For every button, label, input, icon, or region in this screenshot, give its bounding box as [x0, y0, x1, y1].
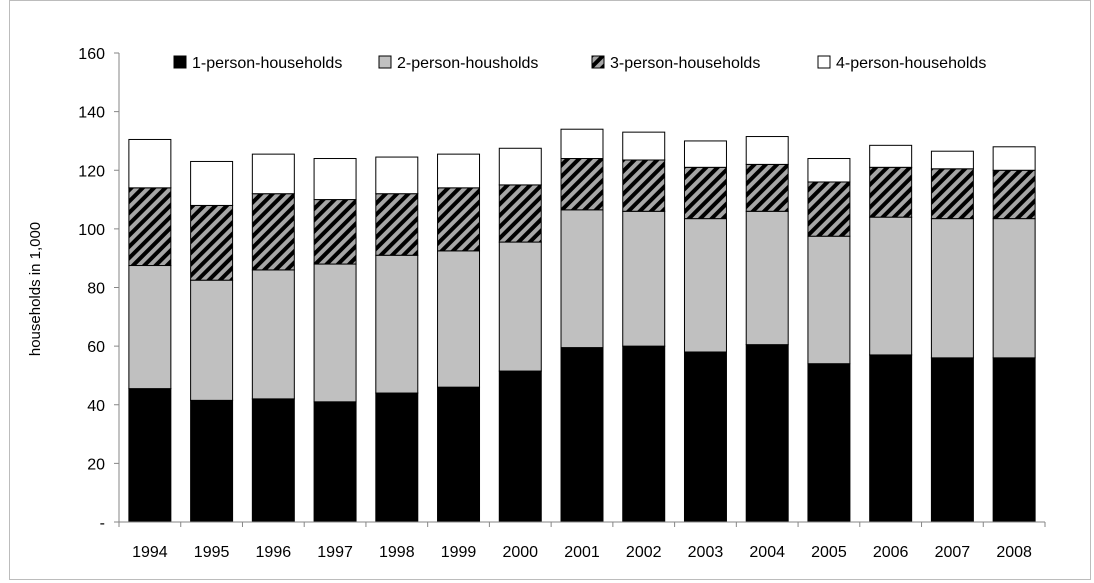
bar-3-person-households-2004	[745, 163, 789, 212]
bar-1-person-households-1997	[313, 401, 357, 523]
bar-3-person-households-1997	[313, 199, 357, 265]
y-tick-label-160: 160	[78, 46, 105, 63]
bar-1-person-households-2001	[560, 347, 604, 523]
bar-4-person-households-2005	[807, 158, 851, 183]
bar-4-person-households-2002	[622, 131, 666, 161]
bar-2-person-housholds-2005	[807, 235, 851, 365]
legend-swatch-4-person-households	[817, 55, 831, 69]
x-tick-label-1996: 1996	[256, 544, 292, 561]
bar-1-person-households-2005	[807, 363, 851, 523]
bar-4-person-households-2008	[992, 146, 1036, 171]
bar-1-person-households-1999	[437, 386, 481, 523]
bar-2-person-housholds-2002	[622, 210, 666, 347]
bar-3-person-households-2007	[930, 168, 974, 220]
bar-2-person-housholds-2008	[992, 218, 1036, 359]
bar-4-person-households-2004	[745, 136, 789, 165]
bar-3-person-households-2002	[622, 159, 666, 212]
bar-2-person-housholds-1996	[251, 269, 295, 400]
y-axis-title: households in 1,000	[27, 222, 44, 356]
bar-2-person-housholds-1995	[190, 279, 234, 401]
bar-4-person-households-2003	[683, 140, 727, 168]
legend-label-1-person-households: 1-person-households	[192, 55, 342, 72]
x-tick-label-2006: 2006	[873, 544, 909, 561]
bar-3-person-households-2003	[683, 166, 727, 220]
x-tick-label-2008: 2008	[996, 544, 1032, 561]
x-tick-label-2001: 2001	[564, 544, 600, 561]
bar-2-person-housholds-1999	[437, 250, 481, 388]
bar-4-person-households-2001	[560, 128, 604, 160]
y-tick-label-80: 80	[87, 281, 105, 298]
bar-1-person-households-1996	[251, 398, 295, 523]
y-tick-label-20: 20	[87, 456, 105, 473]
bar-2-person-housholds-2007	[930, 218, 974, 359]
legend-swatch-1-person-households	[173, 55, 187, 69]
bar-3-person-households-2008	[992, 169, 1036, 220]
y-tick-label-100: 100	[78, 222, 105, 239]
bar-4-person-households-2000	[498, 147, 542, 186]
bar-3-person-households-2001	[560, 158, 604, 211]
bar-3-person-households-2006	[869, 166, 913, 218]
bar-2-person-housholds-2006	[869, 216, 913, 356]
legend: 1-person-households 2-person-housholds 3-p…	[173, 55, 986, 72]
y-tick-label-140: 140	[78, 105, 105, 122]
x-tick-label-2002: 2002	[626, 544, 662, 561]
x-tick-label-2000: 2000	[502, 544, 538, 561]
bar-1-person-households-1998	[375, 392, 419, 523]
bar-1-person-households-1995	[190, 399, 234, 523]
bar-4-person-households-1997	[313, 158, 357, 201]
bar-3-person-households-1994	[128, 187, 172, 267]
x-tick-label-2005: 2005	[811, 544, 847, 561]
bar-2-person-housholds-1997	[313, 263, 357, 403]
x-tick-label-2003: 2003	[688, 544, 724, 561]
axes-layer: - 20 40 60 80 100 120 140 160 1994 1995 1996 1997 199…	[78, 46, 1046, 561]
bar-1-person-households-2000	[498, 370, 542, 523]
bar-3-person-households-1996	[251, 193, 295, 271]
y-tick-label-0: -	[100, 515, 105, 532]
bar-4-person-households-2006	[869, 144, 913, 168]
x-tick-label-1994: 1994	[132, 544, 168, 561]
legend-swatch-2-person-housholds	[378, 55, 392, 69]
x-tick-label-2004: 2004	[749, 544, 785, 561]
bar-4-person-households-1995	[190, 160, 234, 206]
legend-label-3-person-households: 3-person-households	[610, 55, 760, 72]
bar-1-person-households-2008	[992, 357, 1036, 523]
legend-swatch-3-person-households	[591, 55, 605, 69]
x-tick-label-1999: 1999	[441, 544, 477, 561]
legend-label-4-person-households: 4-person-households	[836, 55, 986, 72]
bar-3-person-households-2000	[498, 184, 542, 243]
bar-2-person-housholds-2001	[560, 209, 604, 349]
bar-1-person-households-2006	[869, 354, 913, 523]
bar-1-person-households-2007	[930, 357, 974, 523]
bar-2-person-housholds-1998	[375, 254, 419, 394]
y-tick-label-120: 120	[78, 163, 105, 180]
bar-4-person-households-2007	[930, 150, 974, 170]
stacked-bar-chart: - 20 40 60 80 100 120 140 160 1994 1995 1996 1997 199…	[27, 46, 1046, 561]
y-tick-label-60: 60	[87, 339, 105, 356]
bar-3-person-households-1998	[375, 193, 419, 256]
x-tick-label-1995: 1995	[194, 544, 230, 561]
bar-1-person-households-2003	[683, 351, 727, 523]
bar-2-person-housholds-2004	[745, 210, 789, 346]
bar-3-person-households-2005	[807, 181, 851, 237]
x-tick-label-1998: 1998	[379, 544, 415, 561]
bar-1-person-households-2004	[745, 344, 789, 523]
bar-2-person-housholds-2000	[498, 241, 542, 372]
bar-3-person-households-1999	[437, 187, 481, 252]
bar-4-person-households-1999	[437, 153, 481, 189]
legend-label-2-person-housholds: 2-person-housholds	[397, 55, 538, 72]
bar-4-person-households-1998	[375, 156, 419, 195]
bar-1-person-households-1994	[128, 388, 172, 523]
bars-layer	[128, 128, 1036, 523]
x-tick-label-1997: 1997	[317, 544, 353, 561]
y-tick-label-40: 40	[87, 398, 105, 415]
bar-1-person-households-2002	[622, 345, 666, 523]
bar-2-person-housholds-2003	[683, 218, 727, 353]
bar-2-person-housholds-1994	[128, 265, 172, 390]
chart-frame: - 20 40 60 80 100 120 140 160 1994 1995 1996 1997 199…	[9, 0, 1091, 580]
bar-4-person-households-1994	[128, 138, 172, 189]
bar-4-person-households-1996	[251, 153, 295, 195]
bar-3-person-households-1995	[190, 204, 234, 281]
x-tick-label-2007: 2007	[935, 544, 971, 561]
